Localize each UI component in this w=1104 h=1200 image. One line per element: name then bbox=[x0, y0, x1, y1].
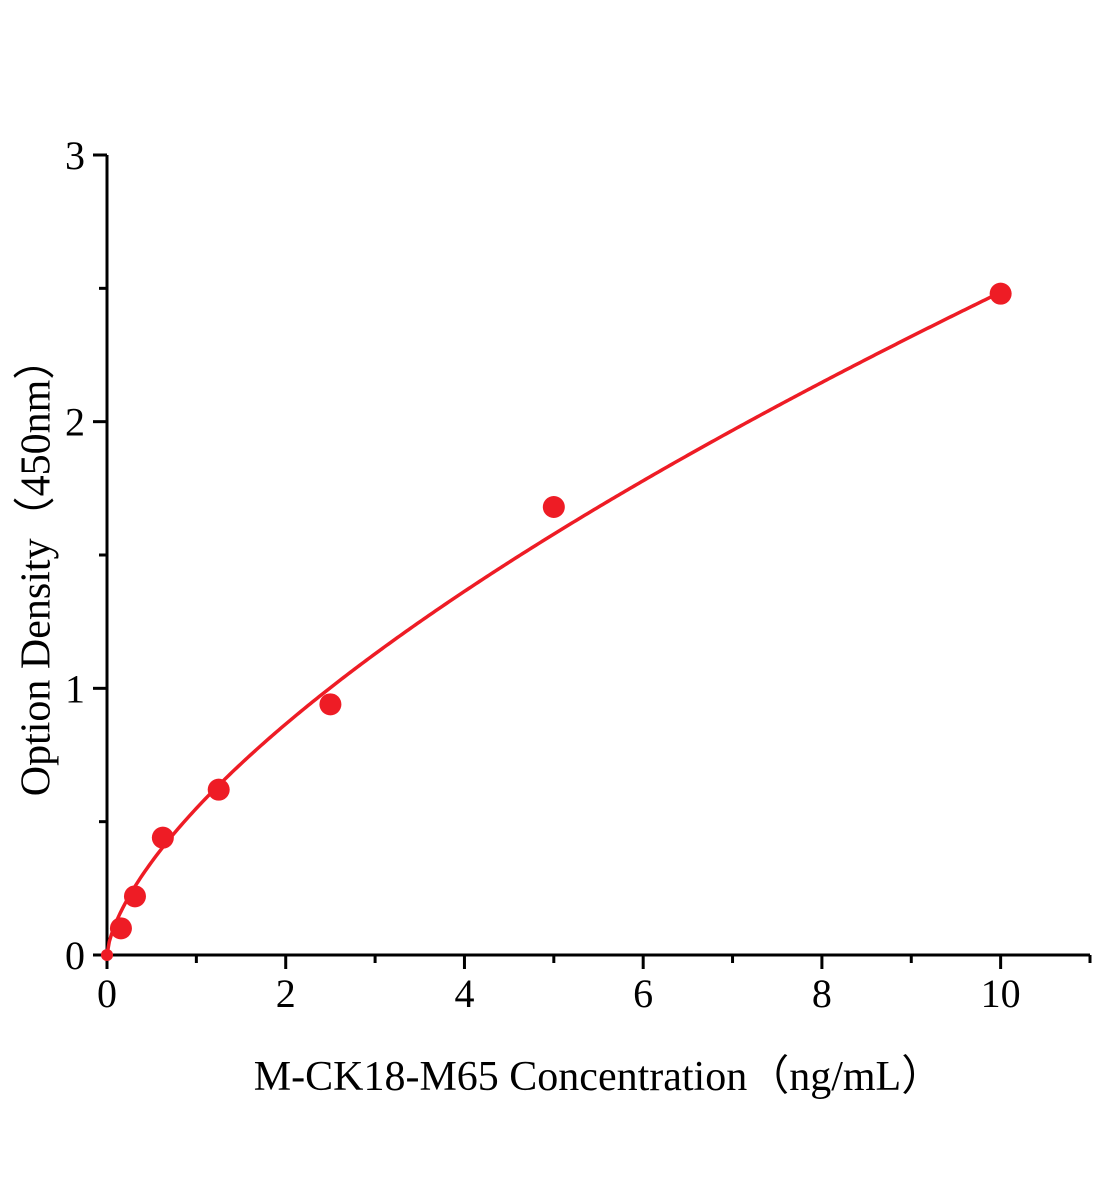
data-point bbox=[109, 917, 132, 940]
data-point bbox=[123, 885, 146, 908]
x-axis-title: M-CK18-M65 Concentration（ng/mL） bbox=[253, 1054, 944, 1100]
data-point bbox=[207, 778, 230, 801]
x-tick-label: 6 bbox=[633, 971, 653, 1016]
data-point bbox=[151, 826, 174, 849]
data-point bbox=[100, 948, 114, 962]
x-tick-label: 0 bbox=[97, 971, 117, 1016]
x-tick-label: 4 bbox=[454, 971, 474, 1016]
data-point bbox=[542, 496, 565, 518]
y-axis-title: Option Density（450nm） bbox=[13, 337, 60, 797]
y-tick-label: 0 bbox=[65, 933, 85, 978]
data-point bbox=[319, 693, 342, 716]
data-point bbox=[989, 282, 1012, 305]
x-tick-label: 10 bbox=[981, 971, 1021, 1016]
x-tick-label: 8 bbox=[812, 971, 832, 1016]
y-tick-label: 2 bbox=[65, 400, 85, 445]
y-tick-label: 1 bbox=[65, 666, 85, 711]
fit-curve bbox=[105, 290, 1003, 957]
x-tick-label: 2 bbox=[276, 971, 296, 1016]
y-tick-label: 3 bbox=[65, 133, 85, 178]
